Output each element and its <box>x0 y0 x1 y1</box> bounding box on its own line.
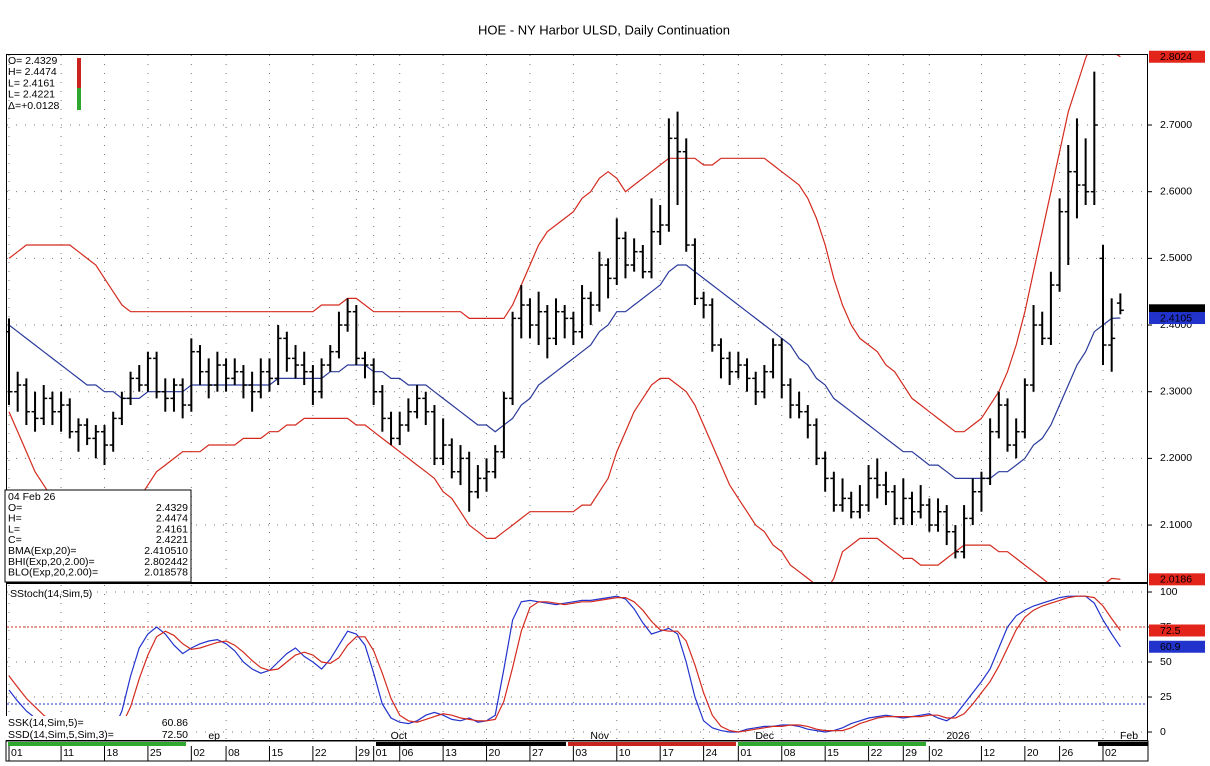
x-tick-label: 27 <box>532 747 544 759</box>
x-tick-label: 13 <box>445 747 457 759</box>
quote-flag <box>77 58 81 88</box>
x-tick-label: 29 <box>358 747 370 759</box>
x-tick-label: 01 <box>740 747 752 759</box>
value-marker <box>1149 573 1205 586</box>
info-value: 2.802442 <box>144 556 188 568</box>
series-line <box>8 55 1121 433</box>
value-marker-label: 2.4105 <box>1160 312 1192 324</box>
info-value: 2.410510 <box>144 545 188 557</box>
month-band <box>738 742 926 746</box>
x-tick-label: 03 <box>575 747 587 759</box>
x-tick-label: 17 <box>662 747 674 759</box>
y-tick-label: 2.1000 <box>1160 519 1192 531</box>
y-tick-label: 2.5000 <box>1160 252 1192 264</box>
x-tick-label: 02 <box>931 747 943 759</box>
x-tick-label: 18 <box>107 747 119 759</box>
month-label: 2026 <box>946 730 970 742</box>
y-tick-label: 2.3000 <box>1160 385 1192 397</box>
stoch-info-box <box>6 716 192 740</box>
x-tick-label: 08 <box>784 747 796 759</box>
x-tick-label: 15 <box>827 747 839 759</box>
x-tick-label: 08 <box>228 747 240 759</box>
x-tick-label: 11 <box>63 747 74 759</box>
quote-line: L= 2.4221 <box>8 89 55 101</box>
x-tick-label: 26 <box>1062 747 1074 759</box>
x-tick-label: 06 <box>402 747 414 759</box>
info-box <box>4 489 192 583</box>
quote-line: L= 2.4161 <box>8 77 55 89</box>
month-label: Nov <box>590 730 609 742</box>
stoch-info-label: SSD(14,Sim,5,Sim,3)= <box>8 729 114 741</box>
value-marker <box>1149 624 1205 637</box>
y-tick-label: 2.6000 <box>1160 185 1192 197</box>
info-value: 2.4161 <box>156 523 188 535</box>
x-tick-label: 29 <box>905 747 917 759</box>
info-label: BHI(Exp,20,2.00)= <box>8 556 95 568</box>
month-band <box>568 742 736 746</box>
month-label: Feb <box>1120 730 1138 742</box>
panel-title: SStoch(14,Sim,5) <box>10 588 92 600</box>
value-marker-label: 72.5 <box>1160 625 1181 637</box>
series-line <box>8 595 1121 733</box>
month-band <box>376 742 566 746</box>
info-label: BMA(Exp,20)= <box>8 545 77 557</box>
info-label: C= <box>8 534 22 546</box>
info-value: 2.4329 <box>156 502 188 514</box>
info-label: O= <box>8 502 22 514</box>
month-label: Oct <box>391 730 407 742</box>
stoch-info-label: SSK(14,Sim,5)= <box>8 717 84 729</box>
x-tick-label: 01 <box>11 747 23 759</box>
price-panel <box>6 54 1148 583</box>
x-tick-label: 24 <box>706 747 718 759</box>
series-line <box>8 264 1121 479</box>
info-value: 2.4221 <box>156 534 188 546</box>
info-value: 2.4474 <box>156 513 188 525</box>
month-band <box>8 742 186 746</box>
x-tick-label: 10 <box>619 747 631 759</box>
quote-line: O= 2.4329 <box>8 55 57 67</box>
value-marker <box>1149 50 1205 63</box>
value-marker <box>1149 640 1205 653</box>
value-marker-label: 2.0186 <box>1160 574 1192 586</box>
info-label: BLO(Exp,20,2.00)= <box>8 567 98 579</box>
quote-line: Δ=+0.0128 <box>8 100 60 112</box>
x-tick-label: 20 <box>489 747 501 759</box>
x-tick-label: 22 <box>871 747 883 759</box>
x-tick-label: 01 <box>376 747 388 759</box>
value-marker-label: 60.9 <box>1160 641 1181 653</box>
info-value: 2.018578 <box>144 567 188 579</box>
x-tick-label: 02 <box>1105 747 1117 759</box>
x-tick-label: 12 <box>983 747 995 759</box>
month-label: Dec <box>755 730 774 742</box>
value-marker <box>1149 312 1205 325</box>
y-tick-label: 2.7000 <box>1160 119 1192 131</box>
info-label: L= <box>8 523 20 535</box>
x-tick-label: 02 <box>193 747 205 759</box>
y-tick-label: 100 <box>1160 586 1178 598</box>
quote-flag <box>77 88 81 110</box>
y-tick-label: 2.2000 <box>1160 452 1192 464</box>
info-date: 04 Feb 26 <box>8 491 55 503</box>
series-line <box>8 377 1121 582</box>
stoch-info-value: 60.86 <box>162 717 188 729</box>
series-line <box>8 595 1121 733</box>
x-tick-label: 22 <box>315 747 327 759</box>
y-tick-label: 0 <box>1160 726 1166 738</box>
info-label: H= <box>8 513 22 525</box>
value-marker-label: 2.8024 <box>1160 51 1192 63</box>
month-band <box>1098 742 1148 746</box>
quote-line: H= 2.4474 <box>8 66 57 78</box>
chart-title: HOE - NY Harbor ULSD, Daily Continuation <box>478 22 730 37</box>
y-tick-label: 50 <box>1160 656 1172 668</box>
x-tick-label: 20 <box>1027 747 1039 759</box>
x-tick-label: 15 <box>271 747 283 759</box>
stoch-info-value: 72.50 <box>162 729 188 741</box>
month-label: ep <box>208 730 220 742</box>
x-tick-label: 25 <box>150 747 162 759</box>
y-tick-label: 25 <box>1160 691 1172 703</box>
